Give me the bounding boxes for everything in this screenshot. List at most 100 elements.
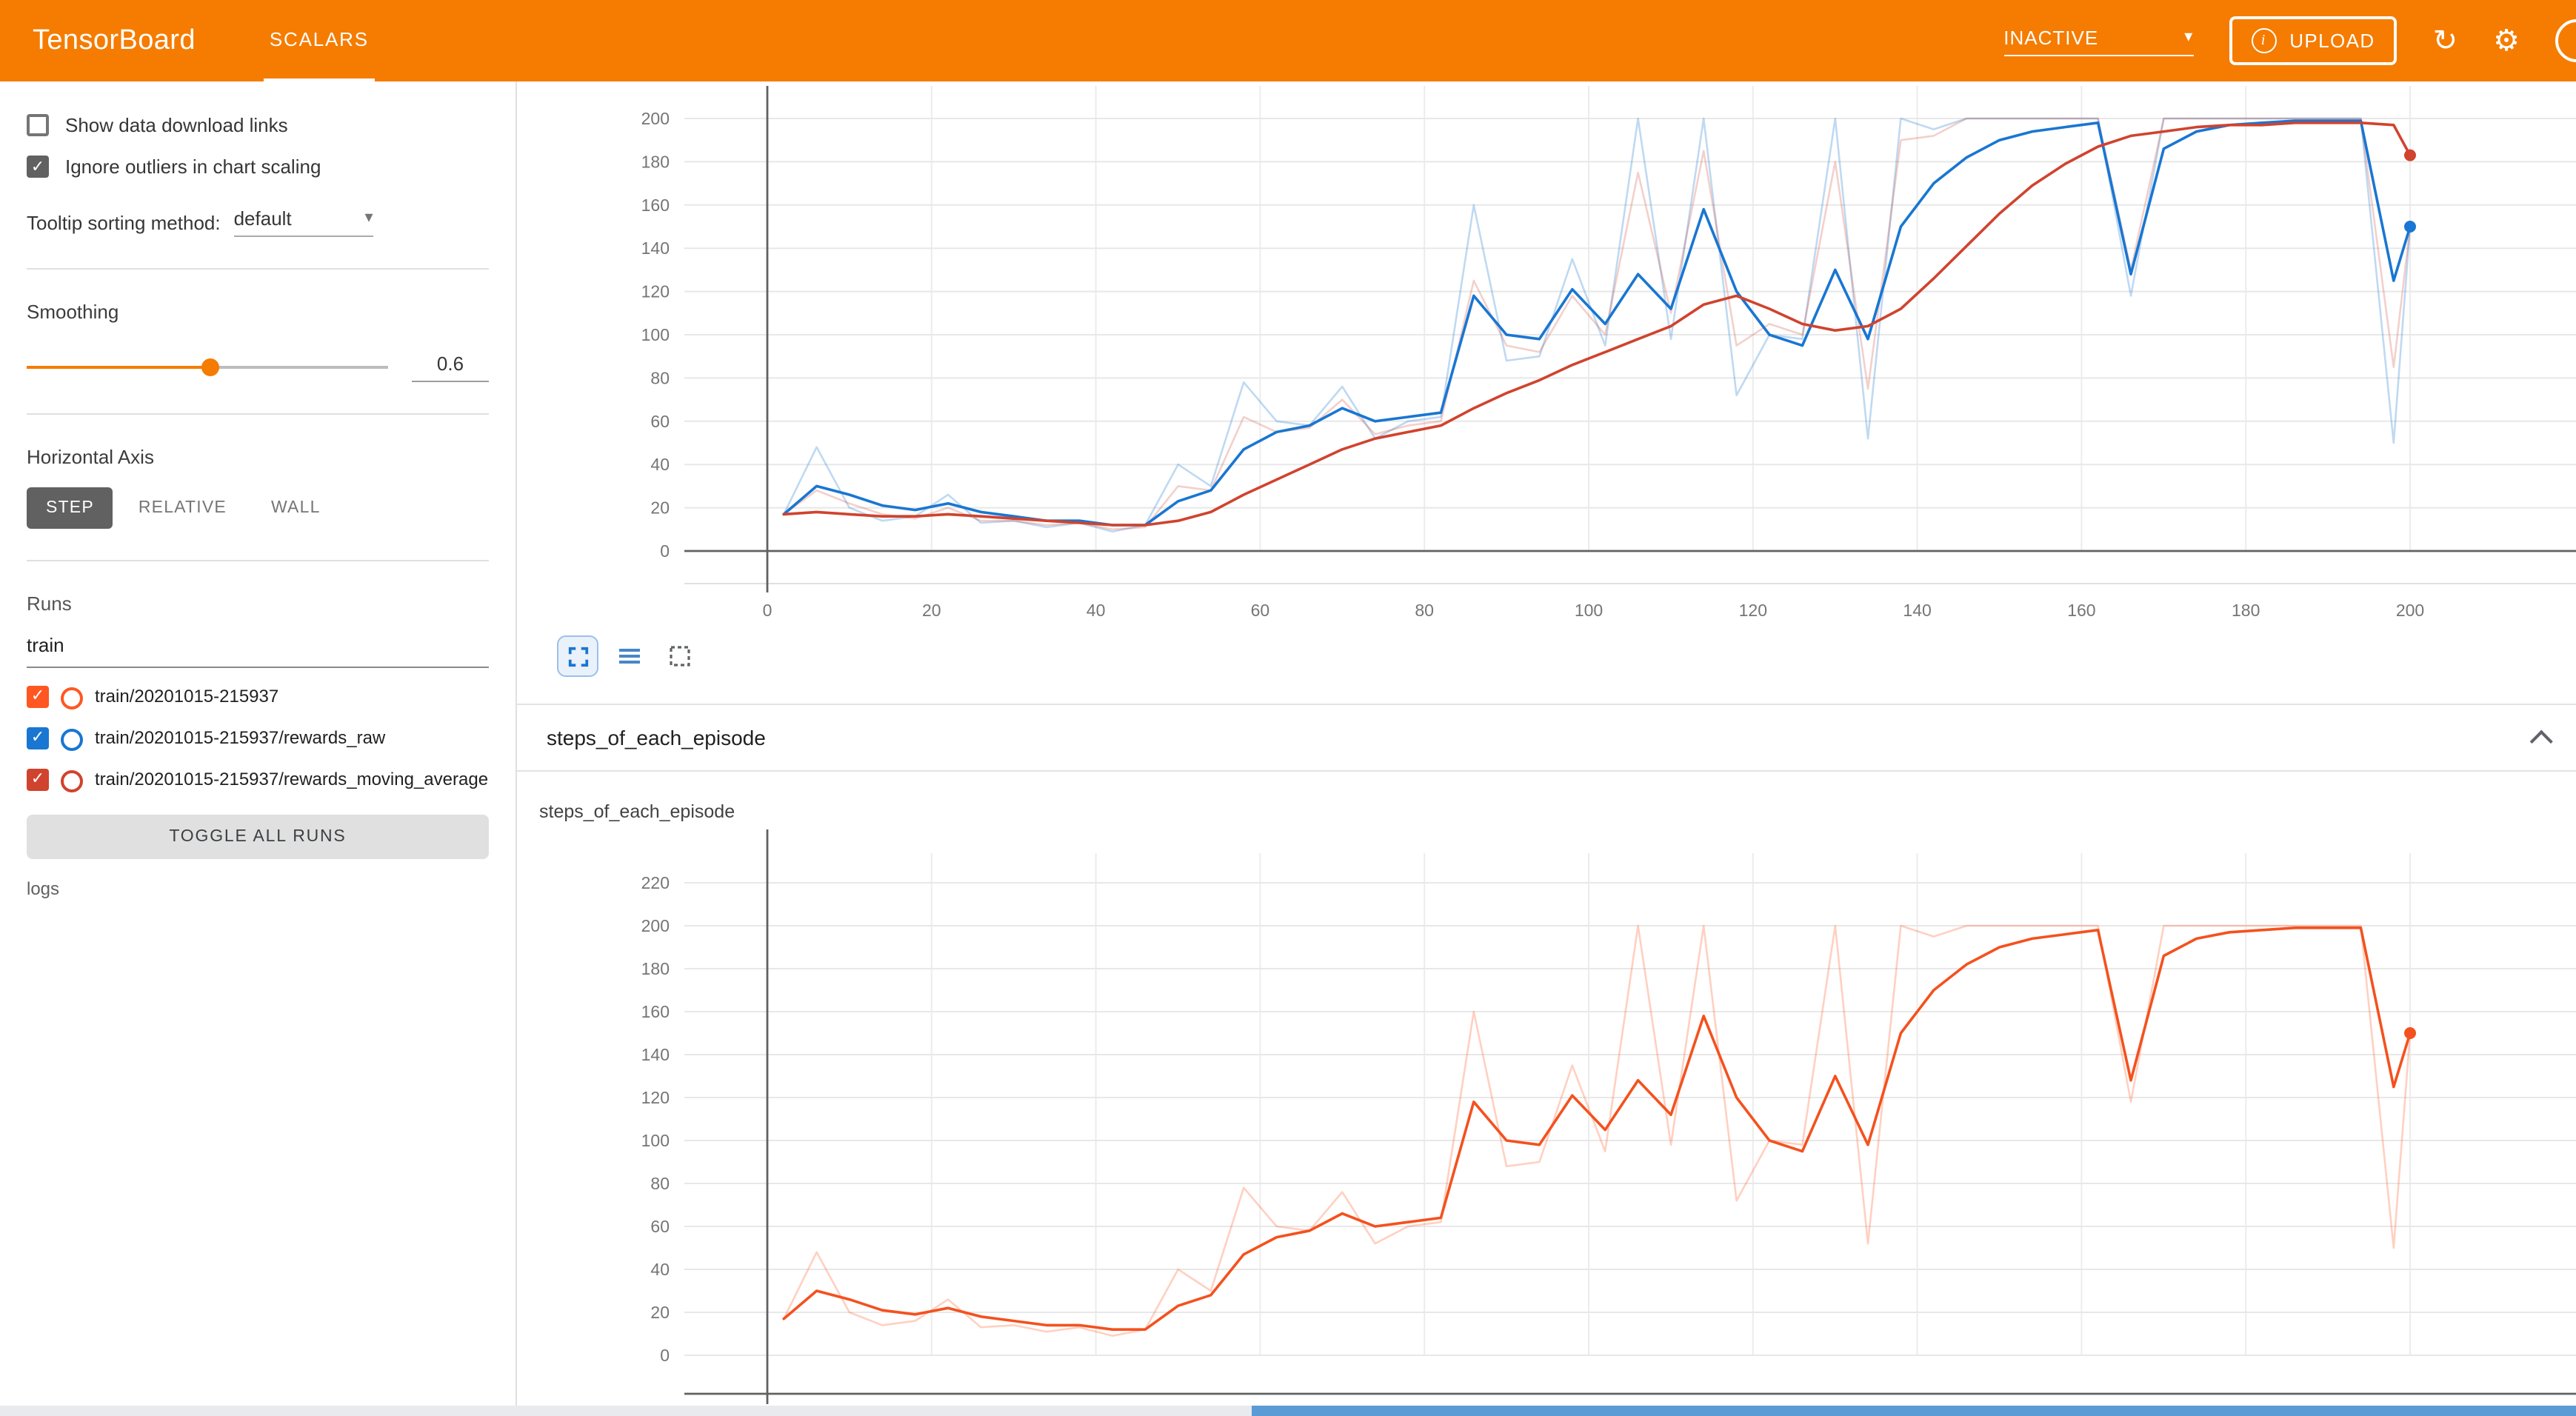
- svg-text:40: 40: [650, 455, 670, 474]
- svg-text:100: 100: [641, 1131, 670, 1150]
- run-label: train/20201015-215937: [95, 686, 279, 707]
- svg-text:200: 200: [641, 916, 670, 935]
- svg-text:40: 40: [650, 1260, 670, 1279]
- show-download-label: Show data download links: [65, 114, 288, 136]
- svg-text:140: 140: [641, 238, 670, 258]
- svg-text:100: 100: [641, 325, 670, 344]
- svg-text:20: 20: [650, 498, 670, 518]
- smoothing-slider-fill: [27, 366, 211, 369]
- svg-text:120: 120: [1739, 601, 1767, 620]
- app-header: TensorBoard SCALARS INACTIVE ▾ i UPLOAD …: [0, 0, 2576, 81]
- show-download-checkbox[interactable]: [27, 114, 49, 136]
- svg-text:200: 200: [641, 109, 670, 128]
- svg-text:20: 20: [922, 601, 941, 620]
- status-dropdown-value: INACTIVE: [2003, 26, 2099, 48]
- svg-text:60: 60: [650, 412, 670, 431]
- rewards-chart-card: 0 20 40 60 80 100 120 140 160 180 200 0 20 40 60 80 100 1…: [517, 81, 2576, 704]
- upload-button[interactable]: i UPLOAD: [2229, 16, 2398, 65]
- settings-gear-icon[interactable]: ⚙: [2493, 24, 2520, 57]
- logs-label: logs: [27, 878, 60, 899]
- tooltip-sorting-label: Tooltip sorting method:: [27, 211, 221, 233]
- rewards-chart[interactable]: 0 20 40 60 80 100 120 140 160 180 200 0 20 40 60 80 100 1…: [593, 86, 2576, 637]
- expand-chart-icon[interactable]: [557, 635, 598, 677]
- run-list-item: train/20201015-215937/rewards_moving_ave…: [27, 769, 489, 792]
- svg-text:180: 180: [641, 152, 670, 171]
- fit-domain-icon[interactable]: [661, 637, 699, 675]
- svg-text:180: 180: [641, 959, 670, 978]
- tab-scalars[interactable]: SCALARS: [263, 0, 375, 81]
- info-icon: i: [2251, 28, 2277, 53]
- svg-text:80: 80: [650, 1174, 670, 1193]
- refresh-icon[interactable]: ↻: [2432, 24, 2458, 57]
- svg-text:220: 220: [641, 873, 670, 892]
- ignore-outliers-checkbox[interactable]: [27, 156, 49, 178]
- divider: [27, 268, 489, 270]
- toggle-all-runs-button[interactable]: TOGGLE ALL RUNS: [27, 815, 489, 859]
- steps-chart[interactable]: 0 20 40 60 80 100 120 140 160 180 200 220: [593, 829, 2576, 1416]
- smoothing-slider[interactable]: [27, 358, 388, 376]
- run-checkbox[interactable]: [27, 727, 49, 749]
- smoothing-label: Smoothing: [27, 301, 119, 323]
- run-list-item: train/20201015-215937/rewards_raw: [27, 727, 489, 751]
- chart-toolbar: [557, 635, 699, 677]
- scrollbar-thumb[interactable]: [1252, 1406, 2576, 1416]
- upload-button-label: UPLOAD: [2289, 30, 2375, 52]
- chevron-down-icon: ▾: [364, 209, 373, 227]
- smoothing-value-input[interactable]: 0.6: [412, 353, 489, 382]
- smoothing-slider-thumb[interactable]: [201, 358, 220, 376]
- svg-text:140: 140: [641, 1045, 670, 1064]
- svg-text:120: 120: [641, 282, 670, 301]
- steps-chart-card: steps_of_each_episode 0 20 40 60 80 100 120 140…: [517, 772, 2576, 1404]
- svg-text:0: 0: [763, 601, 773, 620]
- scrollbar-track: [0, 1406, 1252, 1416]
- profile-avatar[interactable]: [2555, 19, 2576, 62]
- svg-text:180: 180: [2232, 601, 2260, 620]
- section-title: steps_of_each_episode: [547, 726, 766, 749]
- svg-text:160: 160: [641, 1002, 670, 1021]
- svg-text:100: 100: [1575, 601, 1603, 620]
- run-list-item: train/20201015-215937: [27, 686, 489, 709]
- tooltip-sorting-value: default: [233, 207, 292, 230]
- divider: [27, 413, 489, 415]
- svg-text:80: 80: [650, 368, 670, 387]
- svg-text:60: 60: [1251, 601, 1270, 620]
- run-checkbox[interactable]: [27, 686, 49, 708]
- axis-wall-button[interactable]: WALL: [252, 487, 340, 529]
- divider: [27, 560, 489, 561]
- horizontal-axis-label: Horizontal Axis: [27, 446, 154, 468]
- svg-text:140: 140: [1903, 601, 1931, 620]
- svg-text:120: 120: [641, 1088, 670, 1107]
- status-dropdown[interactable]: INACTIVE ▾: [2003, 26, 2194, 56]
- runs-label: Runs: [27, 592, 72, 615]
- run-label: train/20201015-215937/rewards_raw: [95, 727, 386, 748]
- chart-title: steps_of_each_episode: [539, 801, 735, 822]
- svg-text:40: 40: [1087, 601, 1106, 620]
- section-steps-of-each-episode: steps_of_each_episode: [517, 704, 2576, 772]
- settings-sidebar: Show data download links Ignore outliers…: [0, 81, 517, 1416]
- chevron-down-icon: ▾: [2184, 27, 2194, 45]
- run-color-icon: [61, 687, 83, 709]
- run-label: train/20201015-215937/rewards_moving_ave…: [95, 769, 489, 789]
- svg-text:160: 160: [641, 196, 670, 215]
- tooltip-sorting-select[interactable]: default ▾: [233, 207, 373, 237]
- collapse-section-icon[interactable]: [2529, 729, 2553, 752]
- app-title: TensorBoard: [33, 24, 196, 56]
- svg-text:60: 60: [650, 1217, 670, 1236]
- bottom-scrollbar[interactable]: [0, 1406, 2576, 1416]
- data-table-icon[interactable]: [610, 637, 649, 675]
- svg-text:0: 0: [660, 1346, 670, 1365]
- run-color-icon: [61, 770, 83, 792]
- svg-text:160: 160: [2067, 601, 2095, 620]
- ignore-outliers-label: Ignore outliers in chart scaling: [65, 156, 321, 178]
- run-color-icon: [61, 729, 83, 751]
- svg-text:80: 80: [1415, 601, 1434, 620]
- run-checkbox[interactable]: [27, 769, 49, 791]
- main-content: 0 20 40 60 80 100 120 140 160 180 200 0 20 40 60 80 100 1…: [517, 81, 2576, 1416]
- svg-text:20: 20: [650, 1303, 670, 1322]
- svg-text:200: 200: [2396, 601, 2424, 620]
- runs-filter-input[interactable]: train: [27, 624, 489, 668]
- axis-relative-button[interactable]: RELATIVE: [119, 487, 246, 529]
- axis-step-button[interactable]: STEP: [27, 487, 113, 529]
- svg-text:0: 0: [660, 541, 670, 561]
